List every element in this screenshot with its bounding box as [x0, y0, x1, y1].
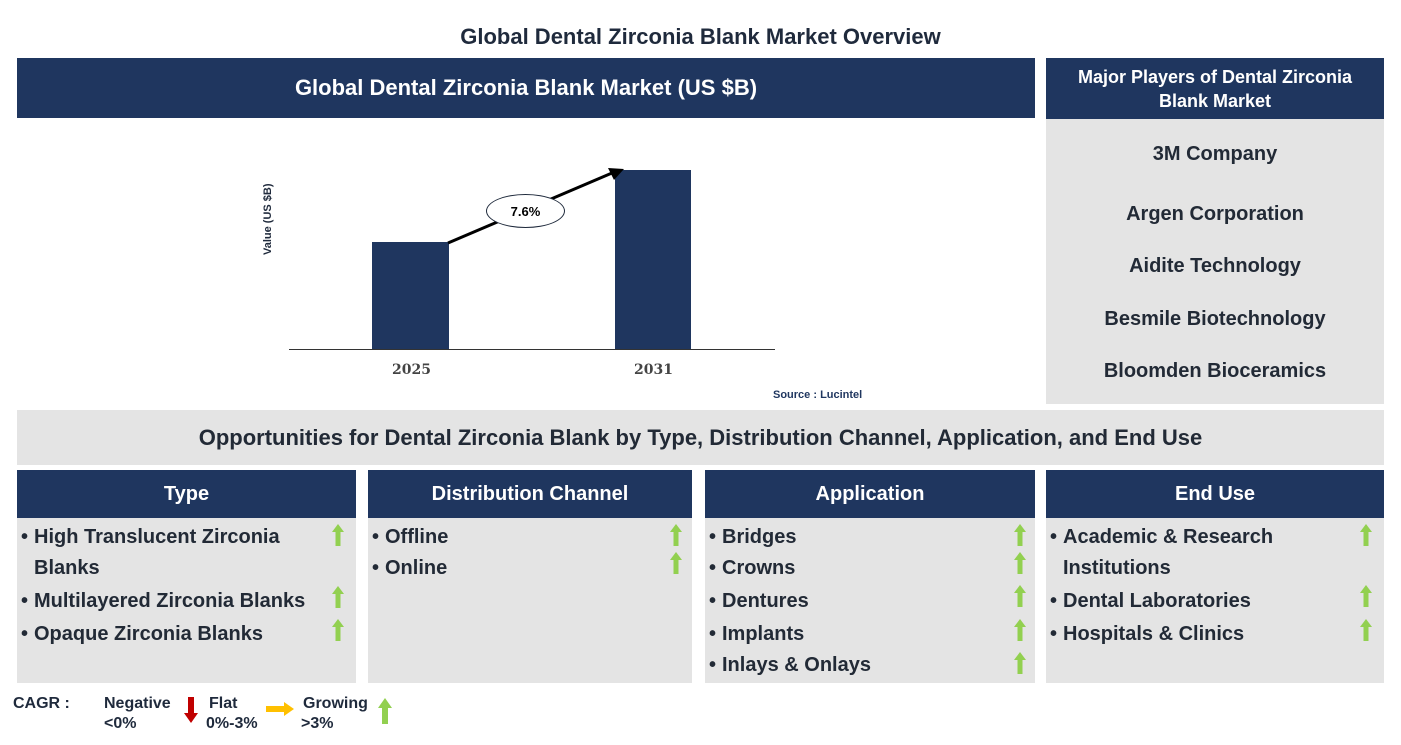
- growing-up-arrow-icon: [378, 698, 392, 724]
- list-item: • High Translucent Zirconia Blanks: [21, 526, 280, 579]
- growth-up-arrow-icon: [1014, 552, 1026, 574]
- growth-up-arrow-icon: [332, 619, 344, 641]
- player-item: Aidite Technology: [1129, 255, 1301, 277]
- x-tick-2025: 2025: [392, 362, 431, 378]
- opportunities-title: Opportunities for Dental Zirconia Blank …: [17, 410, 1384, 465]
- player-item: Bloomden Bioceramics: [1103, 360, 1327, 382]
- growth-up-arrow-icon: [332, 524, 344, 546]
- source-label: Source : Lucintel: [773, 389, 863, 401]
- bar-2031: [615, 170, 691, 349]
- y-axis-label: Value (US $B): [262, 183, 274, 255]
- category-list-application: • Bridges • Crowns • Dentures • Implants • In…: [705, 518, 1035, 683]
- growth-up-arrow-icon: [1360, 619, 1372, 641]
- growth-up-arrow-icon: [1014, 619, 1026, 641]
- category-header-application: Application: [705, 470, 1035, 518]
- category-header-distribution-channel: Distribution Channel: [368, 470, 692, 518]
- bar-2025: [372, 242, 449, 349]
- growth-up-arrow-icon: [1014, 524, 1026, 546]
- x-tick-2031: 2031: [634, 362, 673, 378]
- list-item: • Bridges: [709, 526, 797, 548]
- list-item: • Crowns: [709, 557, 796, 579]
- players-list: 3M Company Argen Corporation Aidite Tech…: [1046, 119, 1384, 404]
- category-list-distribution-channel: • Offline • Online: [368, 518, 692, 683]
- list-item: • Implants: [709, 623, 805, 645]
- list-item: • Dental Laboratories: [1050, 590, 1251, 612]
- flat-right-arrow-icon: [266, 702, 294, 716]
- players-header: Major Players of Dental Zirconia Blank M…: [1046, 58, 1384, 119]
- player-item: Besmile Biotechnology: [1104, 308, 1326, 330]
- category-header-end-use: End Use: [1046, 470, 1384, 518]
- list-item: • Dentures: [709, 590, 809, 612]
- legend-label: CAGR :: [13, 695, 70, 712]
- negative-down-arrow-icon: [184, 697, 198, 723]
- list-item: • Multilayered Zirconia Blanks: [21, 590, 306, 612]
- market-chart-banner: Global Dental Zirconia Blank Market (US …: [17, 58, 1035, 118]
- growth-up-arrow-icon: [332, 586, 344, 608]
- legend-negative-range: <0%: [104, 715, 137, 732]
- list-item: • Inlays & Onlays: [709, 654, 871, 676]
- list-item: • Academic & Research Institutions: [1050, 526, 1274, 579]
- category-list-type: • High Translucent Zirconia Blanks • Multi…: [17, 518, 356, 683]
- growth-up-arrow-icon: [1014, 652, 1026, 674]
- x-axis-line: [289, 349, 775, 350]
- legend-growing-name: Growing: [303, 695, 368, 712]
- growth-up-arrow-icon: [1360, 585, 1372, 607]
- list-item: • Online: [372, 557, 448, 579]
- list-item: • Offline: [372, 526, 449, 548]
- growth-up-arrow-icon: [1360, 524, 1372, 546]
- list-item: • Hospitals & Clinics: [1050, 623, 1245, 645]
- legend-flat-range: 0%-3%: [206, 715, 258, 732]
- list-item: • Opaque Zirconia Blanks: [21, 623, 263, 645]
- legend-growing-range: >3%: [301, 715, 334, 732]
- growth-up-arrow-icon: [670, 524, 682, 546]
- growth-up-arrow-icon: [670, 552, 682, 574]
- player-item: 3M Company: [1152, 143, 1278, 165]
- player-item: Argen Corporation: [1126, 203, 1304, 225]
- cagr-bubble: 7.6%: [486, 194, 565, 228]
- category-list-end-use: • Academic & Research Institutions • Denta…: [1046, 518, 1384, 683]
- growth-up-arrow-icon: [1014, 585, 1026, 607]
- category-header-type: Type: [17, 470, 356, 518]
- page-title: Global Dental Zirconia Blank Market Over…: [460, 24, 941, 49]
- legend-negative-name: Negative: [104, 695, 171, 712]
- legend-flat-name: Flat: [209, 695, 238, 712]
